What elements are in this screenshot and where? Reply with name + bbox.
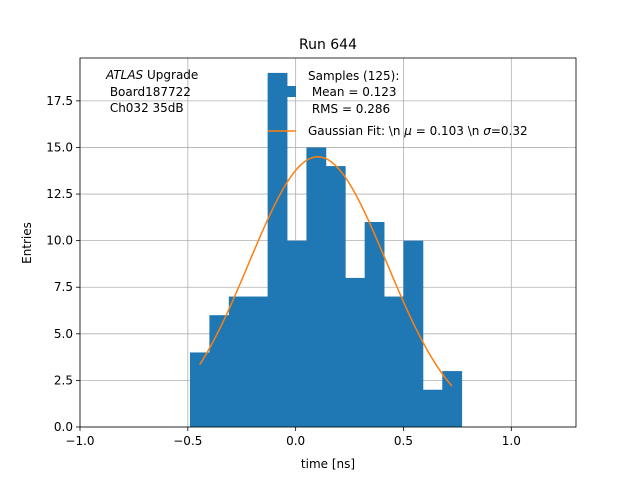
histogram-bar bbox=[403, 240, 424, 427]
histogram-bar bbox=[325, 166, 346, 427]
histogram-bar bbox=[364, 222, 385, 427]
y-axis-ticks: 0.0 2.5 5.0 7.5 10.0 12.5 15.0 17.5 bbox=[46, 94, 80, 434]
chart-title: Run 644 bbox=[299, 37, 357, 53]
histogram-bar bbox=[384, 296, 404, 427]
histogram-bar bbox=[306, 147, 327, 428]
annotation-atlas: ATLAS bbox=[105, 68, 144, 82]
legend-fit-sigma: σ bbox=[483, 124, 491, 138]
histogram-bar bbox=[209, 315, 230, 427]
legend-fit-prefix: Gaussian Fit: \n bbox=[308, 124, 404, 138]
atlas-annotation: ATLAS Upgrade Board187722 Ch032 35dB bbox=[105, 68, 198, 115]
legend-histogram-swatch bbox=[268, 86, 296, 97]
legend-fit-mid: = 0.103 \n bbox=[412, 124, 483, 138]
legend-fit-label: Gaussian Fit: \n μ = 0.103 \n σ=0.32 bbox=[308, 124, 528, 138]
x-tick-label: 1.0 bbox=[502, 434, 521, 448]
x-tick-label: 0.5 bbox=[394, 434, 413, 448]
histogram-bars bbox=[189, 72, 463, 428]
histogram-bar bbox=[345, 277, 366, 427]
y-tick-label: 15.0 bbox=[46, 140, 73, 154]
legend: Samples (125): Mean = 0.123 RMS = 0.286 … bbox=[268, 69, 528, 138]
histogram-bar bbox=[228, 296, 249, 427]
annotation-upgrade: Upgrade bbox=[143, 68, 198, 82]
gaussian-fit-curve bbox=[199, 156, 453, 387]
x-axis-ticks: −1.0 −0.5 0.0 0.5 1.0 bbox=[65, 427, 521, 448]
annotation-channel: Ch032 35dB bbox=[106, 101, 184, 115]
x-tick-label: 0.0 bbox=[286, 434, 305, 448]
x-tick-label: −0.5 bbox=[173, 434, 202, 448]
y-tick-label: 0.0 bbox=[54, 420, 73, 434]
y-tick-label: 10.0 bbox=[46, 234, 73, 248]
legend-histogram-line2: Mean = 0.123 bbox=[308, 85, 397, 99]
histogram-bar bbox=[287, 240, 307, 427]
y-tick-label: 7.5 bbox=[54, 280, 73, 294]
legend-fit-end: =0.32 bbox=[491, 124, 528, 138]
x-tick-label: −1.0 bbox=[65, 434, 94, 448]
legend-histogram-line1: Samples (125): bbox=[308, 69, 399, 83]
histogram-bar bbox=[422, 389, 443, 427]
x-axis-label: time [ns] bbox=[301, 457, 355, 471]
legend-histogram-line3: RMS = 0.286 bbox=[308, 102, 390, 116]
annotation-board: Board187722 bbox=[106, 85, 191, 99]
legend-fit-mu: μ bbox=[403, 124, 412, 138]
plot-frame bbox=[79, 57, 577, 428]
histogram-bar bbox=[189, 352, 210, 427]
histogram-bar bbox=[248, 296, 269, 427]
y-tick-label: 12.5 bbox=[46, 187, 73, 201]
svg-text:ATLAS Upgrade: ATLAS Upgrade bbox=[105, 68, 198, 82]
histogram-bar bbox=[442, 371, 463, 427]
y-tick-label: 2.5 bbox=[54, 373, 73, 387]
histogram-bar bbox=[267, 72, 288, 427]
y-tick-label: 5.0 bbox=[54, 327, 73, 341]
y-axis-label: Entries bbox=[20, 222, 34, 264]
y-tick-label: 17.5 bbox=[46, 94, 73, 108]
